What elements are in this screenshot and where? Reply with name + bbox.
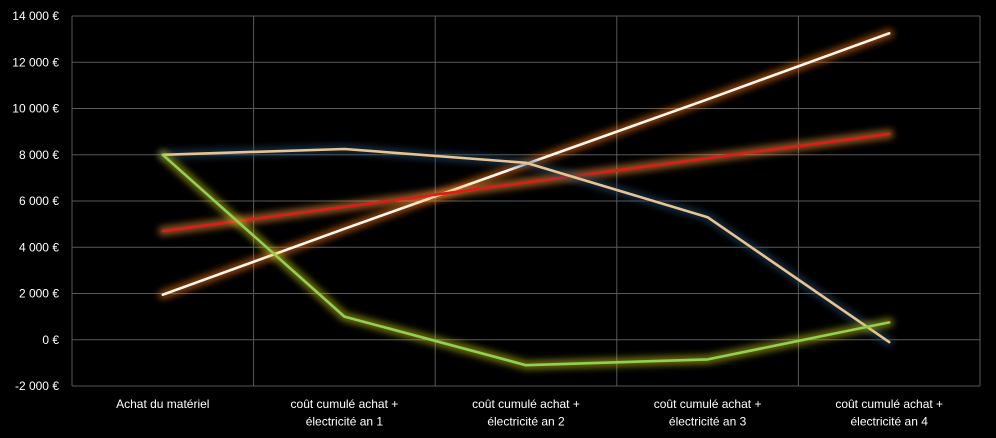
y-tick-label: -2 000 € <box>15 379 59 393</box>
series-line-4 <box>161 153 891 367</box>
series-line-2 <box>161 132 891 233</box>
x-tick-label: coût cumulé achat + électricité an 4 <box>835 397 943 428</box>
x-tick-label: coût cumulé achat + électricité an 1 <box>291 397 399 428</box>
y-tick-label: 10 000 € <box>12 102 59 116</box>
x-axis-tick-labels: Achat du matériel coût cumulé achat + élec… <box>116 397 943 428</box>
series-line-3 <box>161 147 891 344</box>
y-axis-tick-labels: -2 000 € 0 € 2 000 € 4 000 € 6 000 € 8 000 € 1… <box>12 9 59 393</box>
x-tick-label: coût cumulé achat + électricité an 2 <box>472 397 580 428</box>
y-tick-label: 14 000 € <box>12 9 59 23</box>
x-tick-label: coût cumulé achat + électricité an 3 <box>654 397 762 428</box>
y-tick-label: 4 000 € <box>19 240 59 254</box>
y-tick-label: 0 € <box>42 333 59 347</box>
series-lines <box>158 28 894 370</box>
y-tick-label: 2 000 € <box>19 287 59 301</box>
y-tick-label: 12 000 € <box>12 55 59 69</box>
y-tick-label: 6 000 € <box>19 194 59 208</box>
y-tick-label: 8 000 € <box>19 148 59 162</box>
x-tick-label: Achat du matériel <box>116 397 209 411</box>
